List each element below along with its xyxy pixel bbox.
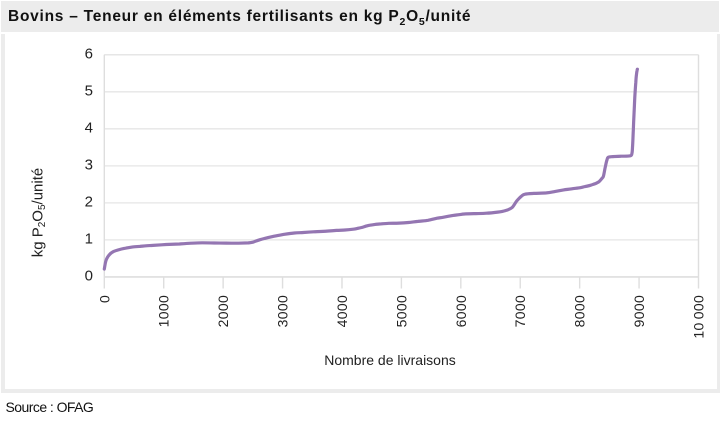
svg-text:0: 0: [96, 295, 112, 303]
svg-text:1000: 1000: [156, 295, 172, 328]
svg-text:0: 0: [85, 268, 93, 285]
svg-text:10 000: 10 000: [691, 295, 707, 339]
svg-text:5000: 5000: [393, 295, 409, 328]
svg-text:6: 6: [85, 46, 93, 63]
svg-text:4: 4: [85, 120, 93, 137]
svg-text:1: 1: [85, 231, 93, 248]
svg-text:5: 5: [85, 83, 93, 100]
svg-text:kg P2O5/unité: kg P2O5/unité: [30, 168, 49, 258]
svg-text:3: 3: [85, 157, 93, 174]
svg-text:3000: 3000: [275, 295, 291, 328]
svg-text:8000: 8000: [572, 295, 588, 328]
svg-text:4000: 4000: [334, 295, 350, 328]
svg-text:9000: 9000: [631, 295, 647, 328]
svg-text:2: 2: [85, 194, 93, 211]
svg-text:2000: 2000: [215, 295, 231, 328]
svg-text:7000: 7000: [512, 295, 528, 328]
svg-text:6000: 6000: [453, 295, 469, 328]
svg-text:Nombre de livraisons: Nombre de livraisons: [324, 352, 456, 368]
